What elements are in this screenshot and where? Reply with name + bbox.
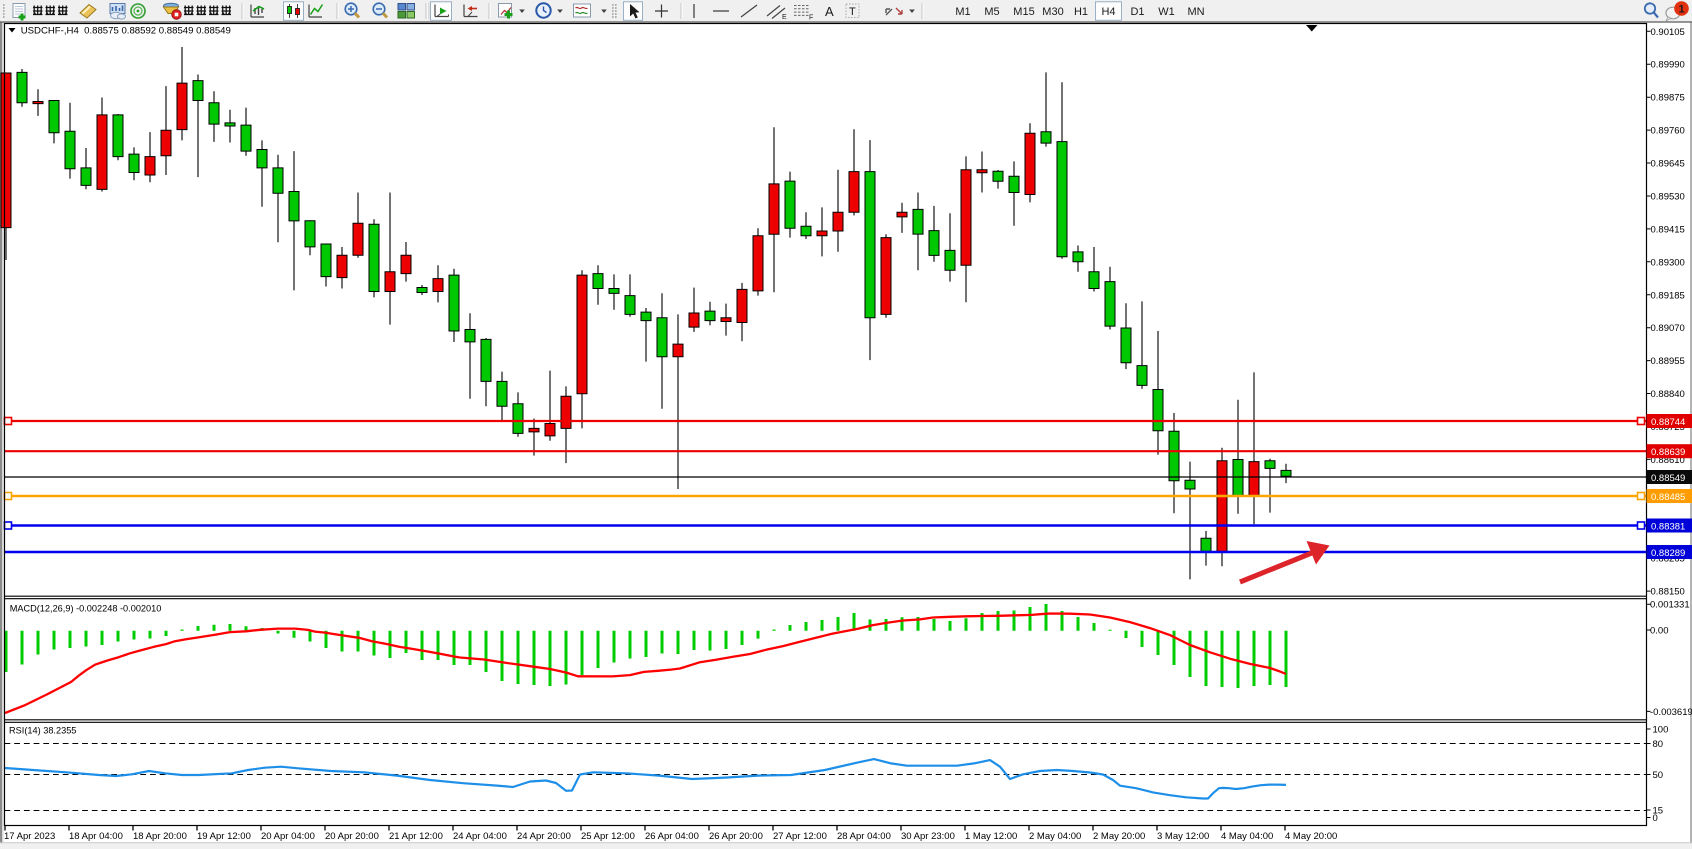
- svg-text:F: F: [809, 15, 813, 22]
- svg-text:0.89070: 0.89070: [1651, 323, 1685, 334]
- svg-text:M15: M15: [1013, 6, 1034, 18]
- svg-text:21 Apr 12:00: 21 Apr 12:00: [389, 831, 443, 842]
- svg-text:26 Apr 20:00: 26 Apr 20:00: [709, 831, 763, 842]
- svg-text:0.89645: 0.89645: [1651, 159, 1685, 170]
- svg-text:0: 0: [1653, 813, 1658, 824]
- svg-text:RSI(14) 38.2355: RSI(14) 38.2355: [9, 726, 76, 736]
- svg-text:4 May 20:00: 4 May 20:00: [1285, 831, 1337, 842]
- svg-text:15: 15: [1653, 806, 1664, 817]
- svg-text:MN: MN: [1187, 6, 1204, 18]
- svg-text:M5: M5: [984, 6, 999, 18]
- svg-text:H4: H4: [1101, 6, 1115, 18]
- svg-text:0.88639: 0.88639: [1651, 447, 1685, 458]
- svg-text:100: 100: [1653, 725, 1669, 736]
- svg-text:0.88485: 0.88485: [1651, 492, 1685, 503]
- svg-text:0.89300: 0.89300: [1651, 257, 1685, 268]
- svg-text:25 Apr 12:00: 25 Apr 12:00: [581, 831, 635, 842]
- svg-text:M30: M30: [1042, 6, 1063, 18]
- svg-text:0.88840: 0.88840: [1651, 389, 1685, 400]
- svg-text:24 Apr 20:00: 24 Apr 20:00: [517, 831, 571, 842]
- svg-text:30 Apr 23:00: 30 Apr 23:00: [901, 831, 955, 842]
- svg-text:0.88955: 0.88955: [1651, 356, 1685, 367]
- svg-text:T: T: [849, 6, 856, 18]
- svg-text:20 Apr 04:00: 20 Apr 04:00: [261, 831, 315, 842]
- svg-text:0.89415: 0.89415: [1651, 224, 1685, 235]
- svg-text:3 May 12:00: 3 May 12:00: [1157, 831, 1209, 842]
- svg-text:1 May 12:00: 1 May 12:00: [965, 831, 1017, 842]
- svg-text:H1: H1: [1074, 6, 1088, 18]
- svg-text:2 May 04:00: 2 May 04:00: [1029, 831, 1081, 842]
- svg-text:0.88150: 0.88150: [1651, 587, 1685, 598]
- svg-text:0.88265: 0.88265: [1651, 554, 1685, 565]
- svg-text:2 May 20:00: 2 May 20:00: [1093, 831, 1145, 842]
- svg-text:26 Apr 04:00: 26 Apr 04:00: [645, 831, 699, 842]
- svg-text:0.001331: 0.001331: [1650, 600, 1690, 611]
- svg-text:USDCHF-,H4 0.88575 0.88592 0.: USDCHF-,H4 0.88575 0.88592 0.88549 0.885…: [21, 26, 231, 37]
- svg-text:18 Apr 20:00: 18 Apr 20:00: [133, 831, 187, 842]
- svg-text:17 Apr 2023: 17 Apr 2023: [4, 831, 55, 842]
- svg-text:0.90105: 0.90105: [1651, 27, 1685, 38]
- svg-text:50: 50: [1653, 770, 1664, 781]
- svg-text:1: 1: [1678, 4, 1684, 16]
- svg-text:M1: M1: [955, 6, 970, 18]
- svg-text:27 Apr 12:00: 27 Apr 12:00: [773, 831, 827, 842]
- svg-text:0.88549: 0.88549: [1651, 473, 1685, 484]
- svg-text:0.88289: 0.88289: [1651, 548, 1685, 559]
- svg-text:0.88744: 0.88744: [1651, 417, 1685, 428]
- svg-text:20 Apr 20:00: 20 Apr 20:00: [325, 831, 379, 842]
- svg-text:0.89530: 0.89530: [1651, 192, 1685, 203]
- svg-text:-0.003619: -0.003619: [1650, 707, 1692, 718]
- svg-text:0.89760: 0.89760: [1651, 126, 1685, 137]
- svg-text:18 Apr 04:00: 18 Apr 04:00: [69, 831, 123, 842]
- svg-text:E: E: [782, 14, 787, 21]
- svg-text:19 Apr 12:00: 19 Apr 12:00: [197, 831, 251, 842]
- svg-text:0.89990: 0.89990: [1651, 60, 1685, 71]
- svg-text:D1: D1: [1130, 6, 1144, 18]
- svg-text:A: A: [825, 4, 834, 19]
- svg-text:28 Apr 04:00: 28 Apr 04:00: [837, 831, 891, 842]
- svg-text:W1: W1: [1158, 6, 1175, 18]
- svg-text:24 Apr 04:00: 24 Apr 04:00: [453, 831, 507, 842]
- svg-text:0.88381: 0.88381: [1651, 521, 1685, 532]
- svg-text:0.89185: 0.89185: [1651, 290, 1685, 301]
- svg-text:MACD(12,26,9) -0.002248 -0.002: MACD(12,26,9) -0.002248 -0.002010: [10, 604, 162, 614]
- svg-text:80: 80: [1653, 739, 1664, 750]
- svg-text:0.88610: 0.88610: [1651, 455, 1685, 466]
- svg-text:0.00: 0.00: [1650, 626, 1669, 637]
- svg-text:0.89875: 0.89875: [1651, 93, 1685, 104]
- svg-text:4 May 04:00: 4 May 04:00: [1221, 831, 1273, 842]
